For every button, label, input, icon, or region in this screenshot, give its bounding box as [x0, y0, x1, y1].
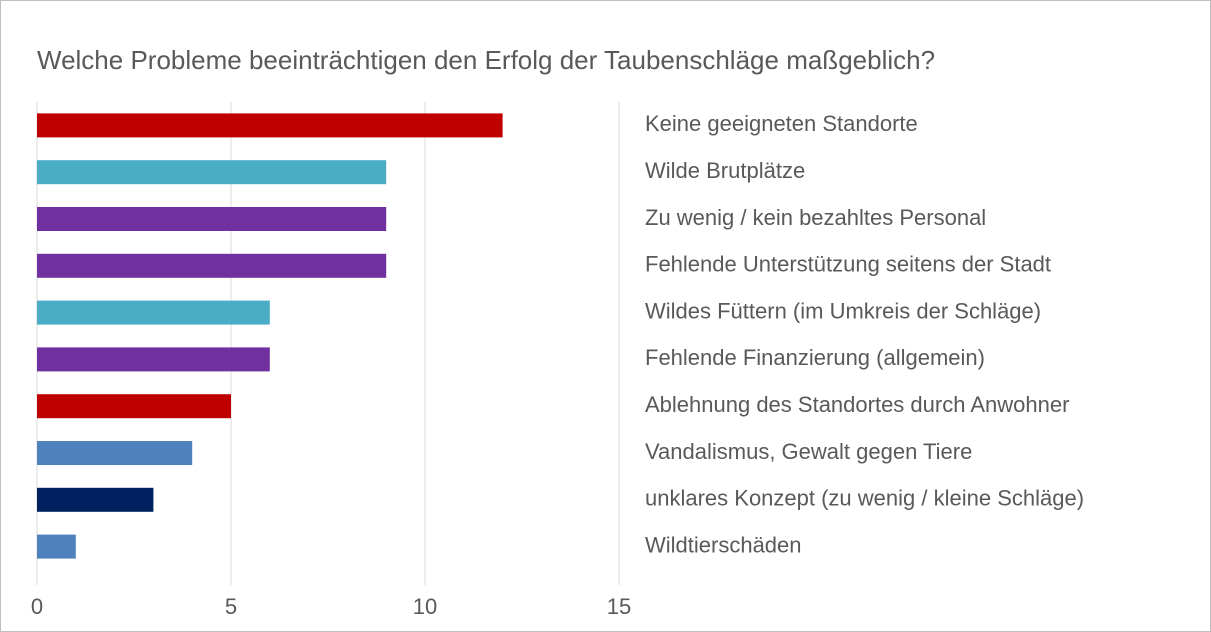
category-label: Vandalismus, Gewalt gegen Tiere	[645, 439, 972, 464]
category-label: Wildtierschäden	[645, 532, 802, 557]
bar	[37, 441, 193, 465]
chart-title: Welche Probleme beeinträchtigen den Erfo…	[37, 45, 935, 75]
x-tick-label: 10	[413, 594, 437, 619]
x-tick-label: 0	[31, 594, 43, 619]
category-label: Wilde Brutplätze	[645, 158, 805, 183]
bar	[37, 113, 503, 138]
category-label: Keine geeigneten Standorte	[645, 111, 918, 136]
category-label: Fehlende Finanzierung (allgemein)	[645, 345, 985, 370]
category-label: Ablehnung des Standortes durch Anwohner	[645, 392, 1069, 417]
bar	[37, 207, 387, 231]
bar	[37, 534, 76, 559]
category-label: Zu wenig / kein bezahltes Personal	[645, 205, 986, 230]
bar	[37, 487, 154, 512]
bar	[37, 394, 231, 419]
bar	[37, 160, 387, 185]
bar	[37, 300, 270, 325]
category-label: Wildes Füttern (im Umkreis der Schläge)	[645, 298, 1041, 323]
bar	[37, 253, 387, 278]
category-label: unklares Konzept (zu wenig / kleine Schl…	[645, 486, 1084, 511]
category-label: Fehlende Unterstützung seitens der Stadt	[645, 252, 1051, 277]
x-tick-label: 5	[225, 594, 237, 619]
bar	[37, 347, 270, 372]
x-tick-label: 15	[607, 594, 631, 619]
